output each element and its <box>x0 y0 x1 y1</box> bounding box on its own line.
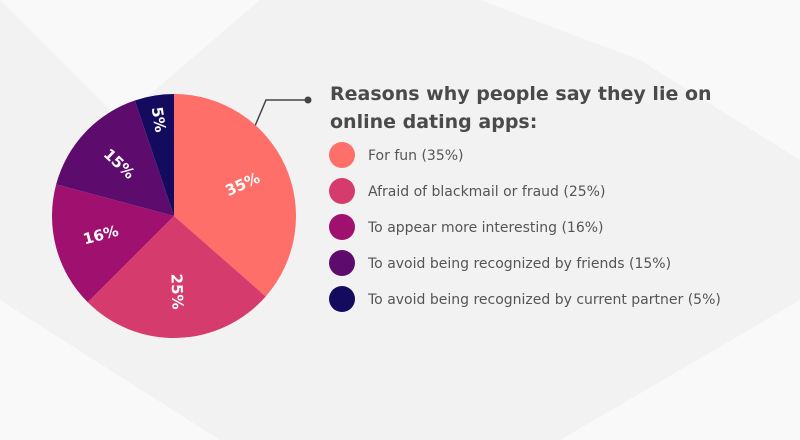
legend-label: For fun (35%) <box>368 148 464 164</box>
pie-slice <box>87 216 266 338</box>
legend-swatch <box>329 178 355 204</box>
legend-label: Afraid of blackmail or fraud (25%) <box>368 184 605 200</box>
value-label: 5% <box>148 106 170 134</box>
legend-swatch <box>329 250 355 276</box>
value-label: 25% <box>167 273 186 309</box>
chart-title: Reasons why people say they lie on onlin… <box>330 83 712 133</box>
legend-swatch <box>329 142 355 168</box>
pointer-dot <box>304 96 312 104</box>
legend-label: To avoid being recognized by current par… <box>367 292 721 308</box>
legend-swatch <box>329 214 355 240</box>
pie-slice <box>56 100 174 216</box>
pie-slice <box>134 94 174 216</box>
pie-slice <box>174 94 296 297</box>
pie-slice <box>51 184 174 303</box>
legend-label: To appear more interesting (16%) <box>367 220 604 236</box>
legend-swatch <box>329 286 355 312</box>
legend-label: To avoid being recognized by friends (15… <box>367 256 671 272</box>
